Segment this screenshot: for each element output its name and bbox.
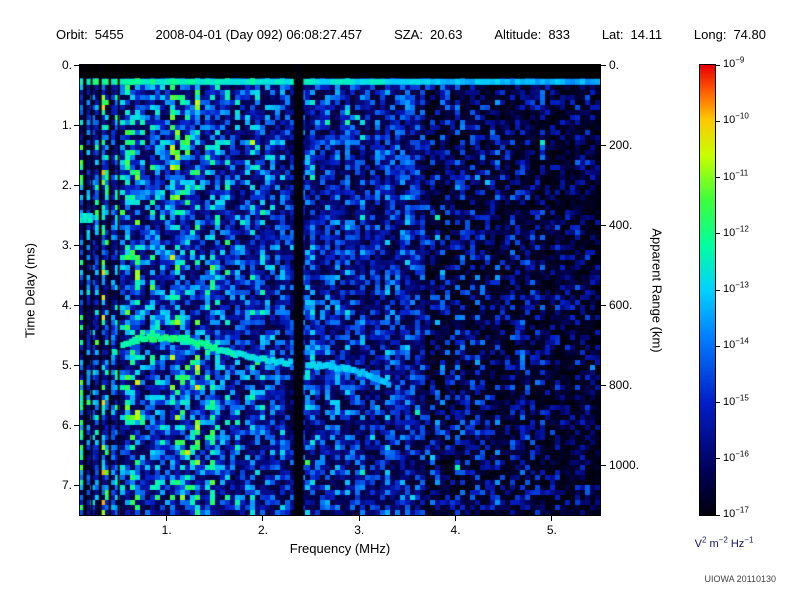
y-left-tick (74, 484, 79, 486)
lat-value: 14.11 (630, 27, 663, 42)
y-right-tick (601, 384, 606, 386)
colorbar-tick (716, 345, 720, 347)
y-left-tick (74, 244, 79, 246)
y-right-tick-label: 200. (609, 138, 633, 152)
spectrogram-canvas (80, 65, 600, 515)
y-left-tick (74, 364, 79, 366)
colorbar-tick (716, 402, 720, 403)
datetime-value: 2008-04-01 (Day 092) 06:08:27.457 (155, 27, 363, 42)
colorbar-tick-label: 10−11 (723, 167, 749, 183)
colorbar-tick (716, 514, 720, 516)
y-right-tick-label: 1000. (609, 458, 640, 472)
y-left-tick (74, 424, 79, 426)
altitude-info: Altitude: 833 (494, 27, 570, 42)
x-tick-label: 1. (161, 523, 172, 537)
colorbar-tick-label: 10−16 (723, 449, 749, 464)
y-left-tick-label: 3. (61, 238, 72, 252)
altitude-label: Altitude: (494, 27, 542, 42)
x-axis-tick (262, 516, 264, 521)
y-left-tick-label: 1. (61, 118, 72, 132)
y-right-tick (601, 464, 606, 466)
x-tick-label: 3. (354, 523, 365, 537)
y-right-tick-label: 600. (609, 298, 633, 312)
x-axis-tick (551, 516, 553, 521)
x-axis-tick (166, 516, 168, 521)
colorbar-tick-label: 10−17 (723, 505, 749, 520)
y-left-tick-label: 4. (61, 298, 72, 312)
x-tick-label: 2. (257, 523, 268, 537)
colorbar (700, 65, 715, 515)
y-left-tick-label: 7. (61, 478, 72, 492)
y-right-tick-label: 400. (609, 218, 633, 232)
sza-label: SZA: (394, 27, 423, 42)
orbit-label: Orbit: (56, 27, 88, 42)
y-left-tick-label: 6. (61, 418, 72, 432)
colorbar-tick-label: 10−13 (723, 280, 749, 295)
lat-info: Lat: 14.11 (602, 27, 662, 42)
x-tick-label: 5. (546, 523, 557, 537)
y-left-tick (74, 184, 79, 186)
y-right-tick (601, 144, 606, 146)
datetime-info: 2008-04-01 (Day 092) 06:08:27.457 (156, 27, 363, 42)
colorbar-tick (716, 177, 720, 178)
long-label: Long: (693, 27, 727, 42)
orbit-value: 5455 (94, 27, 124, 42)
x-tick-label: 4. (450, 523, 461, 537)
credit-text: UIOWA 20110130 (704, 574, 776, 584)
y-axis-label-right: Apparent Range (km) (649, 228, 665, 353)
x-axis-label: Frequency (MHz) (289, 541, 391, 556)
y-right-tick-label: 0. (609, 58, 620, 72)
y-right-tick (601, 224, 606, 226)
y-right-tick-label: 800. (609, 378, 633, 392)
lat-label: Lat: (601, 27, 624, 42)
long-value: 74.80 (733, 27, 766, 42)
y-left-tick-label: 2. (61, 178, 72, 192)
colorbar-tick-label: 10−10 (723, 111, 749, 127)
colorbar-tick (716, 289, 720, 291)
colorbar-tick (716, 120, 720, 122)
x-axis-tick (358, 516, 360, 521)
x-axis-tick (455, 516, 457, 521)
colorbar-tick-label: 10−12 (723, 224, 749, 239)
sza-info: SZA: 20.63 (394, 27, 462, 42)
y-left-tick-label: 0. (61, 58, 72, 72)
colorbar-unit-label: V2 m−2 Hz−1 (694, 535, 754, 550)
y-right-tick (601, 64, 606, 66)
colorbar-tick-label: 10−14 (723, 336, 749, 352)
orbit-info: Orbit: 5455 (56, 27, 124, 42)
colorbar-tick (716, 233, 720, 235)
sza-value: 20.63 (429, 27, 463, 42)
colorbar-tick (716, 64, 720, 66)
colorbar-tick-label: 10−9 (723, 55, 745, 70)
y-left-tick-label: 5. (61, 358, 72, 372)
colorbar-tick-label: 10−15 (723, 392, 749, 408)
y-right-tick (601, 304, 606, 306)
y-left-tick (74, 304, 79, 306)
header-info: Orbit: 5455 2008-04-01 (Day 092) 06:08:2… (0, 27, 800, 42)
colorbar-tick (716, 458, 720, 460)
y-left-tick (74, 124, 79, 126)
long-info: Long: 74.80 (694, 27, 766, 42)
altitude-value: 833 (548, 27, 571, 42)
y-left-tick (74, 64, 79, 66)
